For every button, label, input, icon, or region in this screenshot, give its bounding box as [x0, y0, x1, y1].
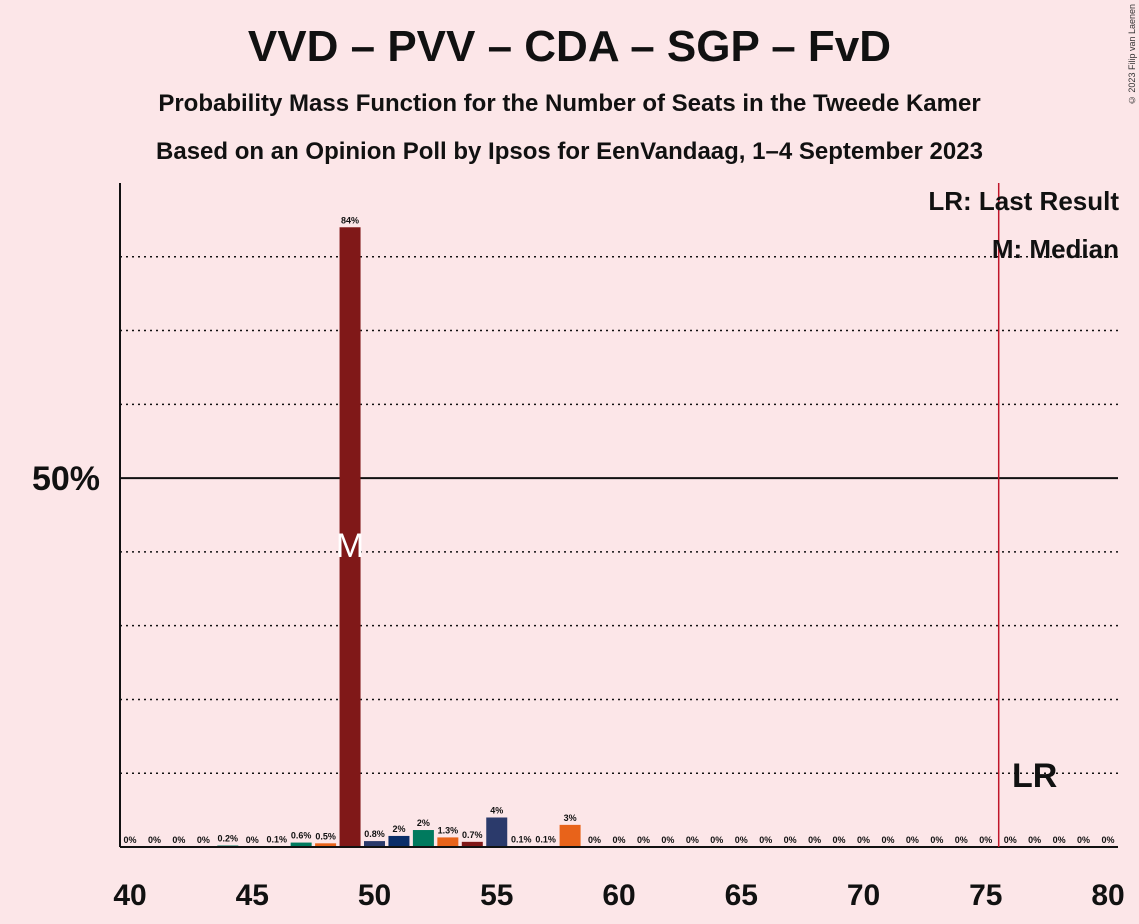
- x-tick-label: 50: [358, 879, 391, 912]
- bar-label-seat-71: 0%: [881, 835, 894, 845]
- x-tick-label: 65: [725, 879, 758, 912]
- bar-label-seat-72: 0%: [906, 835, 919, 845]
- y-tick-label: 50%: [32, 460, 100, 498]
- bars: [217, 227, 581, 847]
- bar-label-seat-57: 0.1%: [535, 834, 556, 844]
- bar-seat-52: [412, 830, 434, 847]
- last-result-marker: LR: [1012, 757, 1057, 795]
- bar-seat-50: [364, 841, 385, 847]
- bar-label-seat-75: 0%: [979, 835, 992, 845]
- x-tick-label: 55: [480, 879, 513, 912]
- bar-label-seat-43: 0%: [197, 835, 210, 845]
- chart-title: VVD – PVV – CDA – SGP – FvD: [247, 22, 892, 71]
- bar-seat-58: [559, 824, 581, 847]
- bar-seat-48: [315, 843, 337, 847]
- bar-seat-55: [486, 817, 508, 847]
- bar-label-seat-55: 4%: [490, 805, 503, 815]
- bar-value-labels: 0% 0% 0% 0% 0.2% 0% 0.1% 0.6% 0.5% 84% 0.8% 2% 2% 1.3…: [123, 215, 1114, 845]
- bar-seat-47: [290, 842, 312, 847]
- bar-label-seat-62: 0%: [661, 835, 674, 845]
- bar-label-seat-58: 3%: [564, 813, 577, 823]
- bar-label-seat-70: 0%: [857, 835, 870, 845]
- bar-label-seat-41: 0%: [148, 835, 161, 845]
- bar-label-seat-40: 0%: [123, 835, 136, 845]
- bar-seat-53: [437, 837, 459, 847]
- bar-label-seat-80: 0%: [1101, 835, 1114, 845]
- bar-label-seat-46: 0.1%: [266, 834, 287, 844]
- bar-seat-51: [388, 835, 410, 847]
- bar-label-seat-78: 0%: [1053, 835, 1066, 845]
- legend-last-result: LR: Last Result: [928, 186, 1119, 216]
- bar-label-seat-56: 0.1%: [511, 834, 532, 844]
- x-tick-label: 60: [602, 879, 635, 912]
- markers: LR M: [336, 183, 1057, 847]
- bar-label-seat-54: 0.7%: [462, 830, 483, 840]
- median-marker: M: [336, 527, 364, 565]
- bar-label-seat-50: 0.8%: [364, 829, 385, 839]
- bar-label-seat-61: 0%: [637, 835, 650, 845]
- x-tick-label: 70: [847, 879, 880, 912]
- bar-label-seat-74: 0%: [955, 835, 968, 845]
- x-tick-label: 80: [1091, 879, 1124, 912]
- axes: 40 45 50 55 60 65 70 75 80 50%: [32, 183, 1125, 912]
- x-tick-label: 75: [969, 879, 1002, 912]
- gridlines: [120, 256, 1118, 774]
- bar-label-seat-73: 0%: [930, 835, 943, 845]
- bar-label-seat-42: 0%: [172, 835, 185, 845]
- bar-label-seat-66: 0%: [759, 835, 772, 845]
- bar-label-seat-77: 0%: [1028, 835, 1041, 845]
- bar-label-seat-76: 0%: [1004, 835, 1017, 845]
- bar-label-seat-44: 0.2%: [218, 834, 239, 844]
- bar-seat-49: [339, 227, 361, 847]
- bar-label-seat-65: 0%: [735, 835, 748, 845]
- bar-label-seat-67: 0%: [784, 835, 797, 845]
- chart-source: Based on an Opinion Poll by Ipsos for Ee…: [156, 138, 983, 165]
- legend-median: M: Median: [991, 234, 1119, 264]
- bar-label-seat-64: 0%: [710, 835, 723, 845]
- x-tick-label: 45: [236, 879, 269, 912]
- bar-label-seat-63: 0%: [686, 835, 699, 845]
- bar-label-seat-47: 0.6%: [291, 831, 312, 841]
- bar-label-seat-52: 2%: [417, 818, 430, 828]
- bar-label-seat-79: 0%: [1077, 835, 1090, 845]
- bar-label-seat-48: 0.5%: [315, 831, 336, 841]
- bar-label-seat-69: 0%: [833, 835, 846, 845]
- bar-label-seat-59: 0%: [588, 835, 601, 845]
- bar-seat-54: [461, 841, 483, 847]
- x-tick-label: 40: [113, 879, 146, 912]
- bar-label-seat-60: 0%: [612, 835, 625, 845]
- chart-subtitle: Probability Mass Function for the Number…: [158, 90, 981, 117]
- bar-label-seat-49: 84%: [341, 215, 359, 225]
- bar-label-seat-45: 0%: [246, 835, 259, 845]
- bar-label-seat-51: 2%: [392, 824, 405, 834]
- bar-label-seat-68: 0%: [808, 835, 821, 845]
- bar-label-seat-53: 1.3%: [438, 825, 459, 835]
